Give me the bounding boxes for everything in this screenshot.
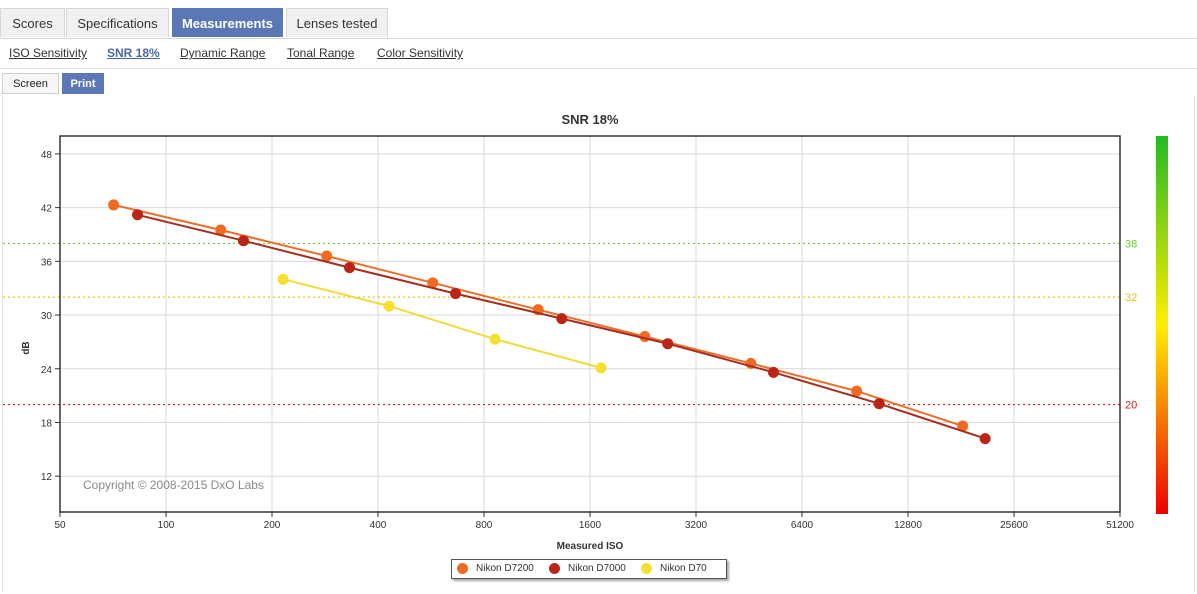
data-point-0	[427, 277, 439, 289]
screen-button[interactable]: Screen	[2, 73, 59, 94]
legend-label-d70: Nikon D70	[660, 563, 707, 574]
subtab-dynamic-range[interactable]: Dynamic Range	[180, 46, 266, 60]
tab-specifications[interactable]: Specifications	[66, 8, 169, 37]
data-point-0	[851, 385, 863, 397]
chart-title: SNR 18%	[561, 112, 619, 127]
x-tick-label: 51200	[1106, 520, 1134, 531]
data-point-0	[321, 250, 333, 262]
print-button[interactable]: Print	[62, 73, 104, 94]
y-tick-label: 18	[41, 418, 53, 429]
x-tick-label: 1600	[579, 520, 602, 531]
x-tick-label: 100	[158, 520, 175, 531]
data-point-2	[383, 300, 395, 312]
data-point-0	[215, 224, 227, 236]
x-tick-label: 800	[476, 520, 493, 531]
chart-grid	[60, 136, 1120, 512]
snr-chart: SNR 18% 38 32 20 50 100 200 400 800 1600 3200 640…	[3, 112, 1168, 552]
chart-series	[108, 199, 991, 445]
data-point-1	[238, 235, 250, 247]
y-tick-label: 36	[41, 257, 53, 268]
y-tick-label: 42	[41, 204, 53, 215]
x-axis-ticks: 50 100 200 400 800 1600 3200 6400 12800 25600 5120…	[54, 512, 1134, 531]
tab-lenses-tested[interactable]: Lenses tested	[286, 8, 388, 37]
threshold-label: 38	[1125, 238, 1137, 250]
legend-marker-d70	[641, 563, 652, 574]
data-point-1	[662, 338, 674, 350]
x-tick-label: 6400	[791, 520, 814, 531]
data-point-1	[979, 433, 991, 445]
x-tick-label: 50	[54, 520, 66, 531]
threshold-label: 32	[1125, 292, 1137, 304]
x-tick-label: 12800	[894, 520, 922, 531]
y-axis-ticks: 12 18 24 30 36 42 48	[41, 150, 60, 483]
x-axis-label: Measured ISO	[557, 541, 624, 552]
legend-label-d7000: Nikon D7000	[568, 563, 626, 574]
data-point-1	[556, 313, 568, 325]
data-point-1	[132, 209, 144, 221]
x-tick-label: 200	[264, 520, 281, 531]
legend-label-d7200: Nikon D7200	[476, 563, 534, 574]
copyright-text: Copyright © 2008-2015 DxO Labs	[83, 478, 264, 492]
legend-item-nikon-d7200[interactable]: Nikon D7200	[457, 563, 534, 574]
subtab-color-sensitivity[interactable]: Color Sensitivity	[377, 46, 464, 60]
tab-measurements[interactable]: Measurements	[172, 8, 283, 37]
y-tick-label: 30	[41, 311, 53, 322]
subtab-snr-18[interactable]: SNR 18%	[107, 46, 160, 60]
tab-scores[interactable]: Scores	[0, 8, 65, 37]
y-axis-label: dB	[21, 341, 32, 354]
data-point-1	[450, 288, 462, 300]
data-point-2	[595, 362, 607, 374]
data-point-1	[344, 262, 356, 274]
x-tick-label: 25600	[1000, 520, 1028, 531]
data-point-0	[108, 199, 120, 211]
legend-item-nikon-d7000[interactable]: Nikon D7000	[549, 563, 626, 574]
x-tick-label: 3200	[685, 520, 708, 531]
subtab-tonal-range[interactable]: Tonal Range	[287, 46, 355, 60]
y-tick-label: 24	[41, 365, 53, 376]
chart-legend: Nikon D7200 Nikon D7000 Nikon D70	[451, 559, 727, 579]
legend-marker-d7000	[549, 563, 560, 574]
legend-item-nikon-d70[interactable]: Nikon D70	[641, 563, 707, 574]
x-tick-label: 400	[370, 520, 387, 531]
data-point-2	[489, 333, 501, 345]
data-point-1	[767, 366, 779, 378]
measurement-subnav: ISO Sensitivity SNR 18% Dynamic Range To…	[0, 38, 1197, 69]
data-point-0	[957, 420, 969, 432]
subtab-iso-sensitivity[interactable]: ISO Sensitivity	[9, 46, 88, 60]
main-tab-bar: Scores Specifications Measurements Lense…	[0, 0, 1197, 39]
threshold-label: 20	[1125, 400, 1137, 412]
y-tick-label: 12	[41, 472, 53, 483]
series-line-2	[282, 278, 602, 369]
legend-marker-d7200	[457, 563, 468, 574]
threshold-lines: 38 32 20	[3, 238, 1137, 412]
quality-color-scale	[1156, 136, 1168, 514]
data-point-1	[873, 398, 885, 410]
data-point-2	[277, 273, 289, 285]
y-tick-label: 48	[41, 150, 53, 161]
chart-panel: SNR 18% 38 32 20 50 100 200 400 800 1600 3200 640…	[2, 96, 1195, 592]
